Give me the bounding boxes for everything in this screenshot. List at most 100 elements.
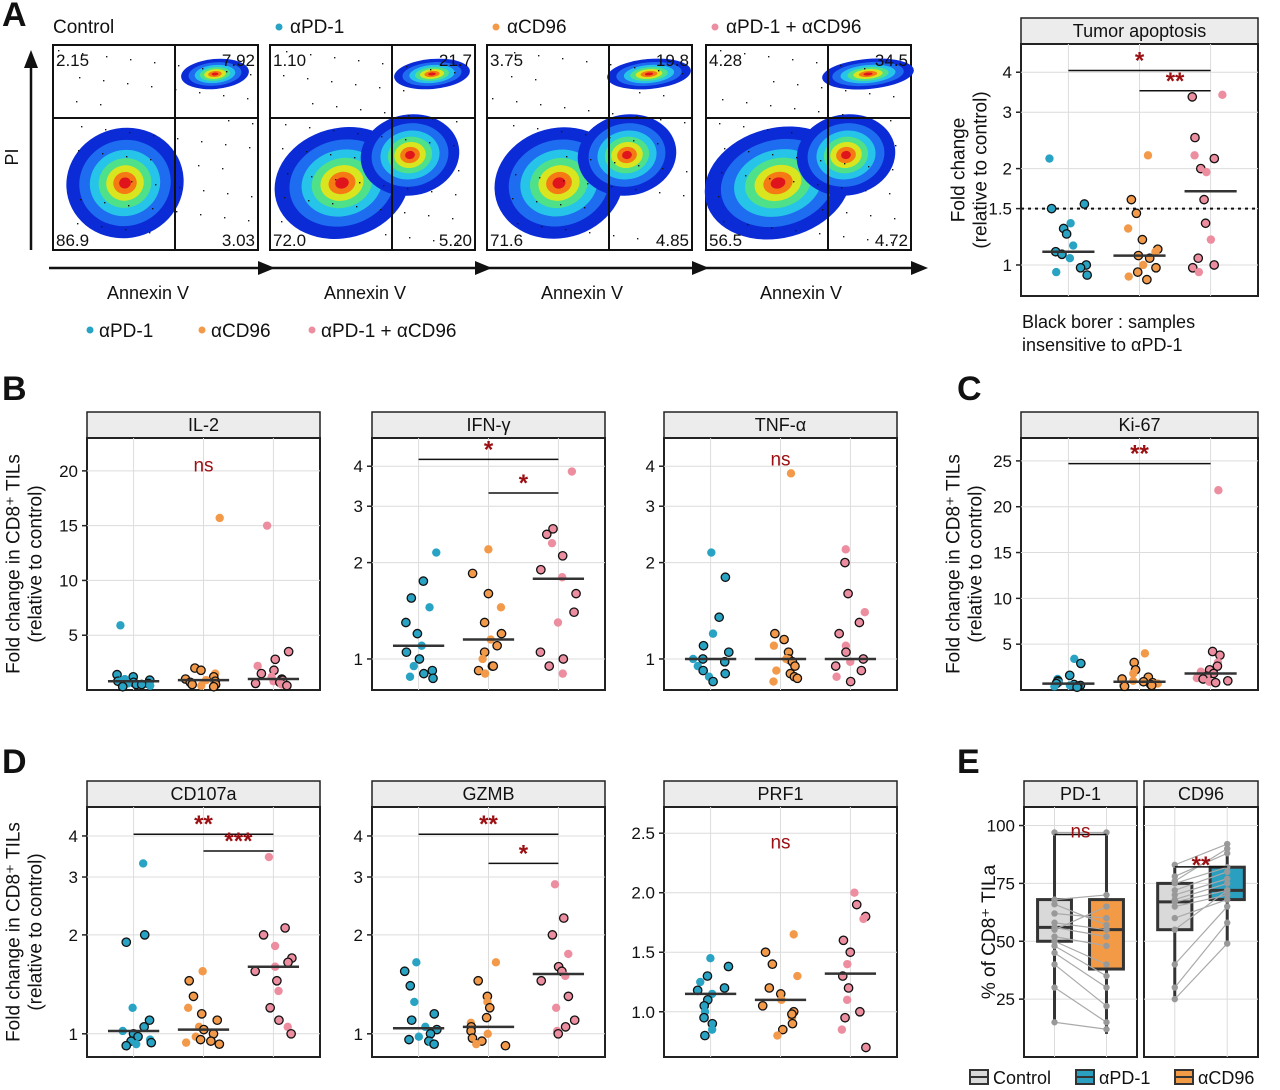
point-gzmb-1-9 — [483, 1029, 492, 1039]
flow-event-3-11 — [845, 90, 847, 92]
point-gzmb-2-0 — [550, 880, 560, 889]
point-prf1-0-4 — [719, 983, 730, 993]
flow-event-1-21 — [285, 124, 287, 126]
flow-event-3-4 — [724, 148, 726, 150]
sig-label-ifn-g-0: * — [484, 436, 494, 463]
flow-event-1-37 — [283, 75, 285, 77]
flow-dp-0-ring-6 — [211, 72, 219, 76]
flow-event-1-19 — [334, 57, 336, 59]
point-ki-67-2-11 — [1222, 675, 1233, 686]
point-tnf-a-1-3 — [769, 641, 779, 650]
ytick-label-tnf-a-2: 3 — [646, 497, 655, 516]
flow-event-0-53 — [222, 168, 224, 170]
flow-event-0-36 — [151, 86, 153, 88]
ytick-label-ki-67-1: 10 — [993, 589, 1012, 608]
flow-event-1-41 — [380, 209, 382, 211]
point-tnf-a-2-4 — [854, 617, 865, 628]
point-ki-67-1-0 — [1140, 649, 1150, 658]
pair-line-1-12 — [1174, 922, 1228, 988]
flow-event-2-52 — [657, 143, 659, 145]
point-ifn-g-0-11 — [418, 668, 429, 679]
ytick-label-il-2-2: 15 — [59, 517, 78, 536]
pair-point-b-1-11 — [1224, 903, 1231, 910]
point-tumor-apoptosis-1-2 — [1131, 208, 1142, 219]
point-cd107a-2-3 — [270, 941, 280, 951]
pair-line-1-5 — [1174, 878, 1228, 896]
point-il-2-2-11 — [250, 678, 261, 689]
flow-event-3-43 — [841, 187, 843, 189]
ytick-label-gzmb-1: 2 — [354, 926, 363, 945]
flow-event-2-4 — [663, 95, 665, 97]
flow-event-2-53 — [535, 79, 537, 81]
flow-event-0-43 — [77, 223, 79, 225]
point-ki-67-0-1 — [1075, 658, 1086, 669]
flow-event-2-19 — [588, 110, 590, 112]
facet-strip-1 — [1143, 780, 1259, 808]
point-gzmb-0-0 — [412, 958, 421, 967]
point-ki-67-2-0 — [1214, 486, 1223, 495]
point-cd107a-0-12 — [132, 1039, 141, 1049]
point-tumor-apoptosis-2-7 — [1199, 194, 1209, 205]
flow-event-1-12 — [408, 115, 410, 117]
pair-point-b-0-5 — [1103, 933, 1110, 940]
point-tnf-a-0-13 — [708, 676, 718, 687]
point-cd107a-2-11 — [274, 1015, 284, 1026]
point-tnf-a-1-9 — [772, 666, 781, 675]
pair-point-b-1-10 — [1224, 887, 1231, 894]
flow-event-1-33 — [381, 136, 383, 138]
flow-event-2-13 — [540, 104, 542, 106]
box-legend-1: αPD-1 — [1075, 1068, 1150, 1088]
point-ifn-g-1-0 — [484, 545, 493, 554]
point-il-2-2-1 — [283, 646, 294, 657]
sig-label-tumor-apoptosis-0: * — [1135, 47, 1145, 74]
point-tumor-apoptosis-2-4 — [1209, 153, 1220, 164]
pair-point-a-0-4 — [1051, 919, 1058, 926]
point-prf1-2-11 — [840, 1012, 850, 1023]
flow-event-3-32 — [818, 111, 820, 113]
pi-arrow-head — [24, 50, 38, 68]
flow-event-0-42 — [199, 92, 201, 94]
legend-label-1: αCD96 — [211, 321, 271, 342]
pair-point-b-0-9 — [1103, 972, 1110, 980]
point-ifn-g-2-5 — [536, 564, 546, 575]
quadrant-lr-0: 3.03 — [222, 231, 255, 250]
flow-main-0-ring-6 — [119, 177, 131, 189]
point-ifn-g-0-3 — [425, 603, 434, 612]
ytick-label-tumor-apoptosis-1: 1.5 — [988, 200, 1012, 219]
flow-event-0-24 — [250, 74, 252, 76]
flow-event-3-22 — [868, 166, 870, 168]
point-tumor-apoptosis-0-1 — [1079, 199, 1090, 209]
point-ifn-g-1-13 — [488, 661, 499, 671]
point-prf1-0-2 — [702, 971, 713, 981]
box-ytick-label-3: 100 — [987, 817, 1015, 836]
flow-event-3-24 — [819, 233, 821, 235]
point-prf1-2-9 — [842, 995, 852, 1005]
flow-event-1-52 — [403, 90, 405, 92]
flow-event-0-51 — [76, 101, 78, 103]
flow-event-0-0 — [58, 50, 60, 52]
flow-event-0-38 — [102, 153, 104, 155]
flow-event-1-40 — [307, 78, 309, 80]
flow-event-0-46 — [101, 226, 103, 228]
point-tumor-apoptosis-1-1 — [1126, 194, 1137, 205]
flow-event-3-42 — [768, 56, 770, 58]
ytick-label-cd107a-2: 3 — [69, 868, 78, 887]
point-il-2-1-0 — [215, 513, 224, 523]
flow-event-2-42 — [512, 198, 514, 200]
flow-event-1-20 — [407, 188, 409, 190]
flow-event-3-3 — [846, 212, 848, 214]
point-tumor-apoptosis-1-3 — [1123, 224, 1133, 233]
pair-point-b-0-6 — [1103, 903, 1110, 910]
flow-event-2-49 — [633, 140, 635, 142]
ytick-label-prf1-1: 1.5 — [631, 943, 655, 962]
flow-event-2-22 — [612, 113, 614, 115]
facet-title-il-2: IL-2 — [188, 415, 219, 435]
point-cd107a-1-13 — [214, 1039, 225, 1050]
box-legend-label-2: αCD96 — [1198, 1068, 1254, 1088]
point-prf1-2-4 — [838, 935, 849, 946]
pair-point-a-0-7 — [1051, 933, 1058, 940]
point-gzmb-2-2 — [547, 930, 558, 940]
point-ifn-g-0-12 — [405, 672, 415, 681]
point-ifn-g-0-4 — [401, 617, 411, 628]
